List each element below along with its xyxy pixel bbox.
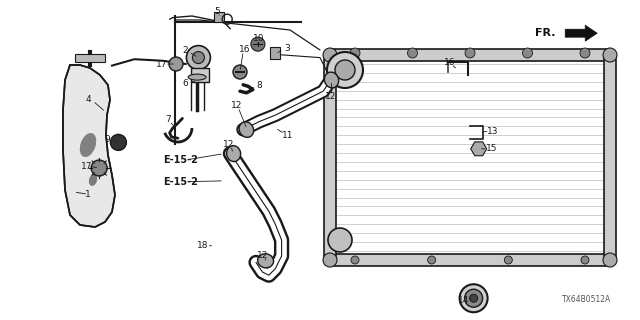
Circle shape xyxy=(169,57,183,71)
Circle shape xyxy=(504,256,513,264)
Bar xyxy=(330,49,610,61)
Circle shape xyxy=(603,48,617,62)
Text: 16: 16 xyxy=(444,58,456,67)
Bar xyxy=(324,55,336,260)
Bar xyxy=(270,47,280,60)
Bar xyxy=(604,55,616,260)
Text: E-15-2: E-15-2 xyxy=(163,177,198,188)
Ellipse shape xyxy=(188,74,206,80)
Circle shape xyxy=(92,160,108,176)
Text: 7: 7 xyxy=(165,115,170,124)
Text: 12: 12 xyxy=(324,92,336,101)
Text: 14: 14 xyxy=(458,296,470,305)
Ellipse shape xyxy=(89,174,97,186)
Text: 5: 5 xyxy=(215,7,220,16)
Circle shape xyxy=(327,52,363,88)
Ellipse shape xyxy=(258,254,273,268)
Circle shape xyxy=(428,256,436,264)
Circle shape xyxy=(470,294,477,302)
Circle shape xyxy=(186,46,211,70)
Circle shape xyxy=(465,289,483,307)
Text: 10: 10 xyxy=(253,34,265,43)
Text: 12: 12 xyxy=(231,101,243,110)
Text: 16: 16 xyxy=(239,45,251,54)
Circle shape xyxy=(323,48,337,62)
Polygon shape xyxy=(565,25,597,41)
Circle shape xyxy=(323,253,337,267)
Circle shape xyxy=(251,37,265,51)
Circle shape xyxy=(465,48,475,58)
Circle shape xyxy=(193,52,204,64)
Circle shape xyxy=(233,65,247,79)
Circle shape xyxy=(460,284,488,312)
Text: 18: 18 xyxy=(196,241,208,250)
Text: 9: 9 xyxy=(105,135,110,144)
Bar xyxy=(191,68,209,82)
Text: 6: 6 xyxy=(182,79,188,88)
Text: 15: 15 xyxy=(486,144,497,153)
Text: 1: 1 xyxy=(86,190,91,199)
Text: 13: 13 xyxy=(487,127,499,136)
Circle shape xyxy=(580,48,590,58)
Text: E-15-2: E-15-2 xyxy=(163,155,198,165)
Ellipse shape xyxy=(239,122,253,137)
Circle shape xyxy=(603,253,617,267)
Text: 4: 4 xyxy=(86,95,91,104)
Ellipse shape xyxy=(80,133,96,157)
Text: 3: 3 xyxy=(284,44,289,53)
Circle shape xyxy=(581,256,589,264)
Bar xyxy=(214,12,223,22)
Circle shape xyxy=(350,48,360,58)
Circle shape xyxy=(351,256,359,264)
Text: 11: 11 xyxy=(282,131,294,140)
Circle shape xyxy=(408,48,417,58)
Text: 2: 2 xyxy=(183,46,188,55)
Circle shape xyxy=(335,60,355,80)
Text: 17: 17 xyxy=(156,60,168,68)
Ellipse shape xyxy=(227,146,241,162)
Text: 17: 17 xyxy=(81,162,92,171)
Text: 12: 12 xyxy=(257,251,268,260)
Bar xyxy=(75,54,105,62)
Text: FR.: FR. xyxy=(535,28,556,38)
Text: 12: 12 xyxy=(223,140,235,148)
Bar xyxy=(330,254,610,266)
Ellipse shape xyxy=(324,72,339,88)
Circle shape xyxy=(522,48,532,58)
Circle shape xyxy=(328,228,352,252)
Text: 8: 8 xyxy=(257,81,262,90)
Polygon shape xyxy=(63,65,115,227)
Text: TX64B0512A: TX64B0512A xyxy=(562,295,611,304)
Circle shape xyxy=(111,134,127,150)
